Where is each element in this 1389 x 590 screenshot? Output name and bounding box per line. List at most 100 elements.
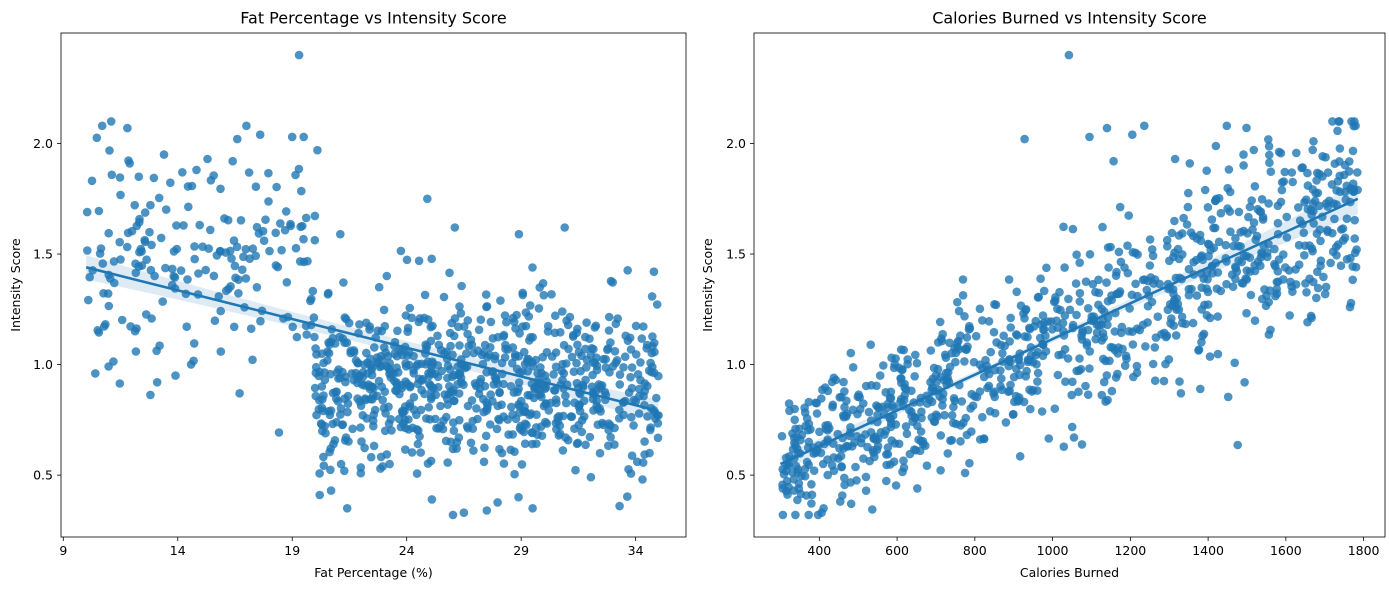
scatter-point	[653, 433, 663, 443]
chart-panel-fat-percentage: Fat Percentage vs Intensity Score 9 14 19 2…	[8, 9, 687, 580]
scatter-point	[369, 441, 379, 451]
scatter-point	[423, 194, 432, 204]
scatter-point	[1207, 215, 1217, 224]
scatter-point	[935, 392, 944, 401]
scatter-point	[1050, 404, 1060, 414]
scatter-point	[1346, 185, 1356, 194]
scatter-point	[634, 409, 644, 418]
scatter-point	[572, 358, 581, 368]
scatter-point	[1223, 392, 1233, 402]
scatter-point	[1229, 241, 1238, 251]
scatter-point	[1250, 261, 1259, 270]
scatter-point	[340, 338, 349, 348]
scatter-point	[241, 274, 251, 283]
scatter-point	[434, 340, 444, 350]
scatter-point	[396, 422, 406, 432]
scatter-point	[334, 365, 343, 374]
scatter-point	[323, 356, 332, 365]
scatter-point	[361, 318, 371, 328]
scatter-point	[426, 456, 436, 466]
scatter-point	[446, 437, 456, 447]
scatter-point	[1320, 289, 1330, 299]
x-tick-label: 1000	[1037, 543, 1069, 558]
scatter-point	[543, 327, 553, 336]
scatter-point	[1249, 218, 1259, 227]
scatter-point	[445, 365, 455, 374]
scatter-point	[1004, 275, 1014, 284]
scatter-point	[1222, 279, 1231, 289]
scatter-point	[303, 256, 312, 266]
scatter-point	[449, 331, 459, 341]
scatter-point	[550, 386, 559, 395]
scatter-point	[517, 425, 526, 435]
scatter-point	[1299, 228, 1309, 238]
scatter-point	[455, 368, 464, 378]
scatter-point	[1231, 234, 1240, 243]
scatter-point	[556, 328, 565, 337]
scatter-point	[515, 329, 524, 338]
scatter-point	[969, 357, 979, 367]
scatter-point	[1278, 275, 1288, 284]
scatter-point	[926, 346, 936, 355]
scatter-point	[610, 347, 620, 356]
scatter-point	[416, 448, 426, 457]
scatter-point	[1230, 358, 1239, 368]
scatter-point	[1069, 433, 1079, 442]
scatter-point	[1171, 331, 1181, 340]
scatter-point	[190, 242, 199, 251]
scatter-point	[387, 426, 396, 435]
scatter-point	[835, 444, 844, 453]
scatter-point	[512, 310, 521, 320]
scatter-point	[392, 386, 401, 396]
scatter-point	[326, 486, 336, 495]
scatter-point	[804, 437, 814, 447]
scatter-point	[794, 479, 804, 488]
scatter-point	[623, 266, 632, 275]
scatter-point	[532, 439, 541, 449]
scatter-point	[1200, 185, 1210, 195]
chart-title: Calories Burned vs Intensity Score	[932, 9, 1207, 28]
scatter-point	[439, 292, 449, 302]
scatter-point	[1216, 208, 1226, 218]
scatter-point	[357, 380, 367, 389]
scatter-point	[443, 373, 452, 383]
scatter-point	[353, 394, 362, 403]
scatter-point	[521, 308, 531, 317]
scatter-point	[804, 460, 813, 470]
scatter-point	[619, 363, 628, 372]
scatter-point	[790, 415, 799, 425]
scatter-point	[1068, 224, 1078, 234]
scatter-point	[351, 368, 361, 378]
scatter-point	[380, 321, 390, 331]
scatter-point	[1182, 220, 1192, 229]
scatter-point	[1177, 312, 1187, 322]
scatter-point	[98, 259, 108, 268]
scatter-point	[1021, 306, 1030, 315]
x-tick-label: 29	[513, 543, 529, 558]
scatter-point	[323, 290, 333, 299]
scatter-point	[463, 316, 473, 325]
scatter-point	[1324, 196, 1334, 206]
scatter-point	[1033, 377, 1042, 386]
scatter-point	[938, 401, 947, 410]
scatter-point	[1342, 254, 1352, 264]
scatter-point	[1250, 316, 1260, 326]
scatter-point	[1102, 371, 1112, 380]
scatter-point	[1081, 381, 1090, 391]
scatter-point	[572, 439, 582, 449]
scatter-point	[910, 372, 919, 381]
scatter-point	[486, 317, 496, 327]
scatter-point	[636, 358, 645, 367]
scatter-point	[1345, 157, 1354, 166]
scatter-point	[528, 263, 537, 272]
scatter-point	[783, 490, 792, 499]
scatter-point	[107, 170, 117, 180]
scatter-point	[241, 244, 251, 254]
scatter-point	[204, 244, 213, 253]
scatter-point	[297, 186, 306, 196]
scatter-point	[292, 332, 302, 342]
scatter-point	[978, 412, 987, 422]
scatter-point	[859, 399, 868, 408]
scatter-point	[1273, 218, 1283, 228]
scatter-point	[323, 347, 332, 357]
